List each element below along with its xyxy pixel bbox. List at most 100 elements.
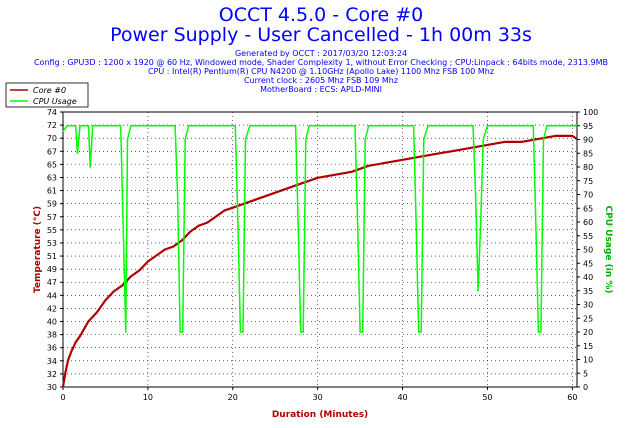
point-core0: [257, 197, 260, 200]
point-core0: [96, 311, 98, 314]
point-cpu-usage: [420, 331, 423, 333]
chart-title: OCCT 4.5.0 - Core #0: [218, 4, 424, 26]
point-core0: [435, 153, 438, 155]
x-tick-label: 60: [567, 393, 577, 402]
y-tick-label: 32: [47, 370, 57, 379]
point-cpu-usage: [294, 124, 297, 127]
point-cpu-usage: [546, 124, 548, 127]
point-cpu-usage: [575, 124, 578, 127]
point-cpu-usage: [74, 124, 77, 127]
point-core0: [147, 260, 149, 263]
point-cpu-usage: [179, 331, 181, 333]
y-tick-label: 34: [47, 357, 57, 366]
point-core0: [350, 170, 353, 173]
info-motherboard: MotherBoard : ECS: APLD-MINI: [260, 85, 382, 94]
point-core0: [520, 141, 523, 143]
point-core0: [74, 341, 77, 343]
x-tick-label: 40: [397, 393, 407, 402]
point-cpu-usage: [354, 124, 356, 127]
point-cpu-usage: [308, 124, 310, 127]
point-core0: [248, 200, 251, 203]
point-cpu-usage: [76, 152, 79, 155]
x-tick-label: 10: [143, 393, 153, 402]
point-cpu-usage: [87, 124, 90, 127]
point-core0: [87, 320, 90, 323]
point-core0: [486, 144, 489, 146]
legend-box: [5, 82, 89, 108]
point-core0: [206, 221, 209, 224]
point-cpu-usage: [91, 124, 94, 127]
point-cpu-usage: [356, 221, 359, 223]
point-cpu-usage: [417, 331, 420, 333]
y-tick-label: 47: [47, 278, 57, 287]
info-clock: Current clock : 2605 Mhz FSB 109 Mhz: [243, 76, 399, 85]
point-cpu-usage: [415, 221, 417, 223]
y2-tick-label: 35: [583, 287, 593, 296]
point-cpu-usage: [486, 124, 489, 127]
x-tick-label: 20: [228, 393, 238, 402]
point-core0: [333, 173, 336, 176]
point-cpu-usage: [532, 124, 535, 127]
point-core0: [240, 203, 243, 206]
y-tick-label: 51: [47, 252, 57, 261]
series-line-cpu-usage: [62, 125, 577, 333]
point-cpu-usage: [176, 193, 179, 196]
point-cpu-usage: [187, 124, 190, 127]
point-cpu-usage: [89, 166, 91, 168]
y2-tick-label: 75: [583, 177, 593, 186]
point-cpu-usage: [542, 138, 545, 141]
point-core0: [316, 176, 319, 179]
point-core0: [64, 371, 67, 373]
point-core0: [214, 215, 217, 218]
y2-tick-label: 60: [583, 218, 593, 227]
y2-tick-label: 40: [583, 273, 593, 282]
point-cpu-usage: [299, 331, 302, 333]
point-cpu-usage: [239, 331, 242, 333]
point-core0: [155, 254, 158, 257]
info-generated: Generated by OCCT : 2017/03/20 12:03:24: [234, 49, 408, 58]
y-tick-label: 44: [47, 291, 57, 300]
y2-tick-label: 85: [583, 149, 593, 158]
point-cpu-usage: [474, 193, 477, 196]
point-core0: [67, 359, 69, 361]
point-core0: [172, 245, 175, 248]
point-core0: [571, 135, 574, 137]
y-tick-label: 67: [47, 147, 57, 156]
point-cpu-usage: [242, 331, 244, 333]
y-tick-label: 59: [47, 200, 57, 209]
point-core0: [181, 239, 183, 242]
legend-label: CPU Usage: [33, 97, 77, 106]
point-cpu-usage: [125, 331, 127, 333]
point-core0: [291, 185, 293, 188]
info-config: Config : GPU3D : 1200 x 1920 @ 60 Hz, Wi…: [33, 58, 609, 67]
point-cpu-usage: [422, 138, 425, 141]
point-cpu-usage: [472, 124, 474, 127]
point-cpu-usage: [535, 221, 537, 223]
point-cpu-usage: [304, 138, 307, 141]
point-core0: [79, 335, 81, 337]
point-cpu-usage: [121, 193, 124, 196]
point-cpu-usage: [181, 331, 184, 333]
y-tick-label: 55: [47, 226, 57, 235]
point-core0: [189, 230, 192, 233]
y2-tick-label: 15: [583, 342, 593, 351]
point-core0: [198, 224, 200, 227]
point-cpu-usage: [119, 124, 122, 127]
point-cpu-usage: [364, 138, 367, 141]
point-cpu-usage: [479, 221, 482, 223]
point-core0: [164, 248, 166, 251]
y2-tick-label: 55: [583, 232, 593, 241]
y2-tick-label: 65: [583, 204, 593, 213]
point-cpu-usage: [540, 331, 542, 333]
y2-tick-label: 45: [583, 259, 593, 268]
point-core0: [70, 350, 73, 352]
y-tick-label: 38: [47, 331, 57, 340]
point-core0: [299, 182, 302, 185]
point-cpu-usage: [361, 331, 364, 333]
point-core0: [575, 138, 578, 140]
y-tick-label: 65: [47, 160, 57, 169]
y2-axis-title: CPU Usage (in %): [603, 206, 613, 294]
point-core0: [554, 135, 557, 137]
